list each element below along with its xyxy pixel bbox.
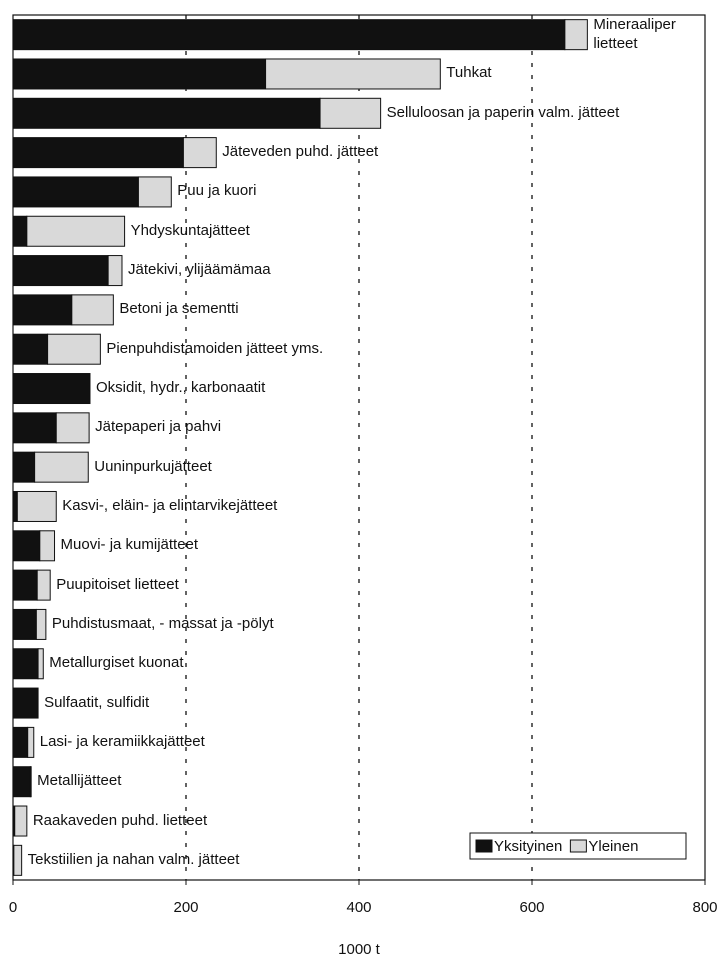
legend-swatch [475, 839, 493, 853]
bar [265, 58, 441, 90]
category-label: Oksidit, hydr., karbonaatit [95, 379, 266, 397]
x-tick-label: 200 [173, 899, 198, 916]
bar [13, 844, 23, 876]
bar [12, 97, 321, 129]
category-label: Pienpuhdistamoiden jätteet yms. [106, 339, 324, 357]
bar [319, 97, 382, 129]
category-label: Yhdyskuntajätteet [130, 221, 250, 239]
category-label: Muovi- ja kumijätteet [60, 536, 199, 554]
category-label: Kasvi-, eläin- ja elintarvikejätteet [62, 496, 278, 514]
category-label: Lasi- ja keramiikkajätteet [39, 732, 205, 750]
bar [12, 687, 39, 719]
bar [12, 176, 139, 208]
bar [182, 137, 217, 169]
bar [137, 176, 172, 208]
bar [39, 530, 56, 562]
category-label: Sulfaatit, sulfidit [44, 693, 150, 711]
x-tick-label: 600 [519, 899, 544, 916]
bar [34, 451, 89, 483]
bar [26, 215, 126, 247]
category-label: Tekstiilien ja nahan valm. jätteet [27, 850, 240, 868]
bar [37, 648, 44, 680]
category-label: Selluloosan ja paperin valm. jätteet [386, 103, 620, 121]
category-label: Betoni ja sementti [119, 300, 239, 318]
category-label: Metallurgiset kuonat [49, 654, 184, 672]
x-tick-label: 0 [9, 899, 17, 916]
bar [12, 608, 37, 640]
bar [12, 412, 57, 444]
bar [12, 569, 38, 601]
category-label: Puu ja kuori [177, 182, 257, 200]
bar [12, 451, 36, 483]
category-label: Puupitoiset lietteet [56, 575, 179, 593]
bar [16, 490, 57, 522]
category-label: Jätekivi, ylijäämämaa [127, 261, 271, 279]
legend-label: Yleinen [588, 838, 638, 855]
bar [35, 608, 47, 640]
bar [47, 333, 101, 365]
bar [107, 255, 123, 287]
bar [27, 726, 35, 758]
bar [36, 569, 51, 601]
legend-label: Yksityinen [494, 838, 562, 855]
category-label: Mineraaliper lietteet [593, 15, 676, 52]
bar [12, 490, 18, 522]
bar [29, 766, 32, 798]
category-label: Tuhkat [446, 64, 492, 82]
bar [12, 373, 91, 405]
bar [12, 333, 49, 365]
bar [55, 412, 90, 444]
category-label: Metallijätteet [37, 772, 122, 790]
x-axis-label: 1000 t [338, 941, 381, 958]
x-tick-label: 800 [692, 899, 717, 916]
bar [12, 255, 109, 287]
plot-frame [12, 14, 706, 881]
bar [564, 19, 588, 51]
bar [71, 294, 114, 326]
bar [12, 766, 31, 798]
legend-swatch [569, 839, 587, 853]
bar [12, 530, 41, 562]
category-label: Jätepaperi ja pahvi [95, 418, 222, 436]
bar [12, 19, 566, 51]
category-label: Uuninpurkujätteet [94, 457, 212, 475]
bar [14, 805, 28, 837]
bar [12, 726, 29, 758]
bar [12, 294, 73, 326]
bar [12, 58, 267, 90]
bar [12, 137, 184, 169]
bar [12, 215, 28, 247]
bar [12, 648, 39, 680]
category-label: Puhdistusmaat, - massat ja -pölyt [51, 614, 274, 632]
x-tick-label: 400 [346, 899, 371, 916]
category-label: Jäteveden puhd. jätteet [222, 143, 379, 161]
category-label: Raakaveden puhd. lietteet [32, 811, 208, 829]
